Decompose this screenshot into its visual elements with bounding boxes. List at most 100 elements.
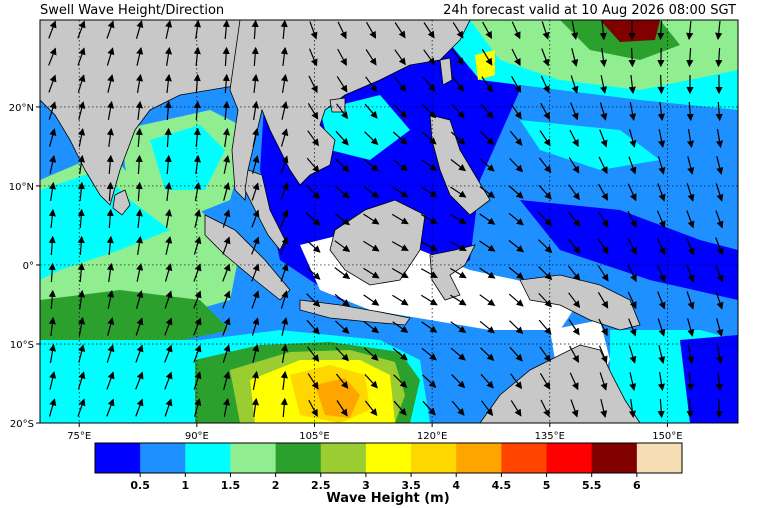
swell-arrow bbox=[223, 371, 231, 390]
swell-arrow bbox=[164, 371, 173, 390]
colorbar-tick-label: 5 bbox=[543, 479, 551, 492]
swell-arrow bbox=[686, 398, 694, 419]
swell-arrow bbox=[135, 398, 144, 417]
swell-arrow bbox=[164, 100, 172, 121]
swell-arrow bbox=[686, 129, 695, 149]
swell-arrow bbox=[716, 345, 724, 364]
swell-arrow bbox=[280, 397, 288, 418]
swell-arrow bbox=[599, 102, 608, 121]
swell-arrow bbox=[308, 75, 318, 94]
swell-arrow bbox=[538, 212, 553, 227]
swell-arrow bbox=[481, 76, 493, 93]
swell-arrow bbox=[78, 344, 86, 363]
swell-arrow bbox=[481, 400, 494, 417]
swell-arrow bbox=[538, 266, 553, 281]
swell-arrow bbox=[480, 373, 494, 389]
lon-tick-label: 105°E bbox=[299, 431, 329, 442]
swell-arrow bbox=[49, 155, 57, 174]
swell-arrow bbox=[365, 21, 377, 39]
swell-arrow bbox=[193, 127, 201, 148]
swell-arrow bbox=[48, 343, 57, 363]
swell-arrow bbox=[280, 209, 289, 228]
swell-arrow bbox=[334, 267, 351, 280]
swell-arrow bbox=[364, 400, 378, 417]
swell-arrow bbox=[597, 291, 609, 309]
land-java bbox=[299, 299, 411, 326]
swell-arrow bbox=[106, 262, 114, 282]
lat-tick-label: 10°S bbox=[10, 340, 34, 351]
swell-arrow bbox=[393, 400, 407, 416]
swell-band-coral-sea-0-5m bbox=[680, 335, 738, 423]
swell-arrow bbox=[657, 156, 666, 175]
swell-arrow bbox=[656, 237, 666, 256]
swell-arrow bbox=[77, 398, 86, 417]
swell-arrow bbox=[628, 345, 637, 364]
swell-arrow bbox=[567, 265, 581, 281]
swell-arrow bbox=[715, 210, 724, 229]
swell-arrow bbox=[164, 317, 173, 336]
swell-arrow bbox=[164, 290, 173, 309]
swell-arrow bbox=[222, 236, 231, 255]
colorbar-swatch bbox=[636, 443, 683, 473]
swell-arrow bbox=[541, 48, 550, 67]
colorbar-swatch bbox=[320, 443, 367, 473]
swell-arrow bbox=[570, 399, 579, 418]
swell-arrow bbox=[540, 102, 550, 120]
swell-arrow bbox=[251, 182, 260, 201]
swell-arrow bbox=[251, 73, 259, 93]
swell-arrow bbox=[658, 345, 666, 364]
colorbar-swatch bbox=[546, 443, 593, 473]
swell-arrow bbox=[364, 373, 378, 389]
swell-arrow bbox=[194, 398, 202, 417]
swell-arrow bbox=[393, 76, 407, 92]
swell-arrow bbox=[450, 159, 467, 172]
swell-arrow bbox=[629, 102, 637, 121]
colorbar-tick-label: 4.5 bbox=[492, 479, 512, 492]
colorbar-swatch bbox=[365, 443, 412, 473]
swell-arrow bbox=[392, 159, 409, 172]
swell-arrow bbox=[106, 154, 114, 175]
swell-arrow bbox=[481, 48, 493, 66]
swell-arrow bbox=[305, 239, 321, 253]
swell-arrow bbox=[571, 21, 579, 40]
swell-arrow bbox=[599, 129, 608, 148]
colorbar-swatch bbox=[591, 443, 638, 473]
swell-arrow bbox=[450, 347, 466, 361]
swell-arrow bbox=[336, 103, 349, 120]
swell-arrow bbox=[479, 320, 495, 334]
colorbar-tick-label: 3.5 bbox=[401, 479, 421, 492]
swell-arrow bbox=[363, 213, 380, 225]
swell-band-west-pacific-1-5m bbox=[520, 120, 660, 170]
swell-arrow bbox=[251, 317, 260, 336]
swell-arrow bbox=[598, 318, 608, 337]
swell-arrow bbox=[365, 49, 377, 66]
swell-arrow bbox=[657, 102, 665, 122]
swell-arrow bbox=[164, 154, 172, 175]
swell-arrow bbox=[627, 210, 637, 229]
colorbar-title: Wave Height (m) bbox=[326, 491, 449, 506]
swell-arrow bbox=[193, 181, 202, 202]
swell-arrow bbox=[391, 267, 409, 279]
plot-area bbox=[40, 20, 738, 423]
land-sumatra bbox=[204, 214, 291, 301]
swell-direction-arrows bbox=[48, 20, 724, 419]
colorbar-swatch bbox=[456, 443, 502, 473]
swell-arrow bbox=[251, 397, 259, 417]
swell-arrow bbox=[569, 345, 579, 363]
axis-ticks: 75°E 90°E 105°E 120°E 135°E 150°E 20°N 10°N 0° 10… bbox=[9, 103, 683, 442]
swell-arrow bbox=[77, 208, 85, 229]
swell-arrow bbox=[77, 235, 85, 256]
swell-arrow bbox=[164, 46, 173, 66]
swell-arrow bbox=[78, 101, 86, 120]
swell-arrow bbox=[541, 21, 550, 40]
swell-arrow bbox=[135, 371, 144, 390]
swell-arrow bbox=[48, 289, 56, 310]
swell-arrow bbox=[280, 370, 288, 390]
swell-arrow bbox=[656, 264, 666, 283]
swell-arrow bbox=[135, 73, 144, 93]
swell-arrow bbox=[715, 47, 723, 68]
swell-arrow bbox=[599, 48, 607, 68]
swell-arrow bbox=[335, 158, 350, 173]
swell-arrow bbox=[598, 345, 608, 364]
swell-arrow bbox=[538, 319, 552, 335]
